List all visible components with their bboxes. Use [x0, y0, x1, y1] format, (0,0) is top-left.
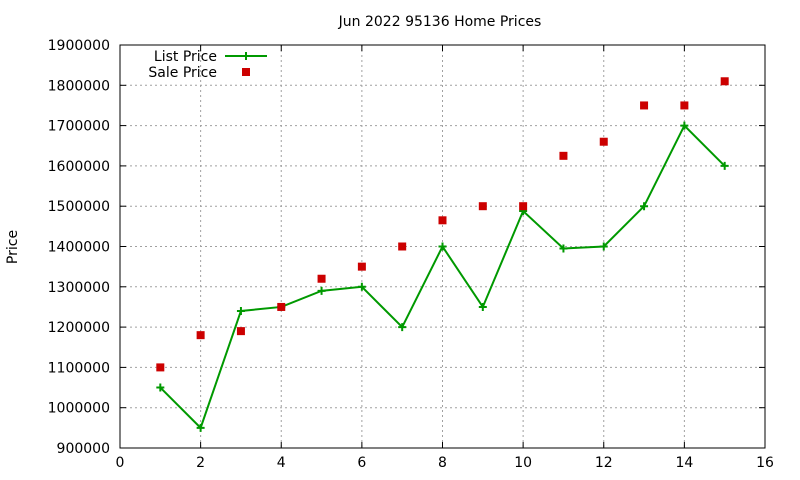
sale-price-point: [156, 363, 165, 372]
list-price-point: [438, 242, 447, 251]
series-sale-price: [156, 77, 729, 372]
sale-price-point: [519, 202, 528, 211]
list-price-point: [478, 302, 487, 311]
y-axis-tick-labels: 900000 1000000 1100000 1200000 1300000 140000…: [48, 38, 110, 457]
y-tick-label: 1500000: [48, 199, 110, 215]
legend-label: Sale Price: [148, 65, 217, 81]
sale-price-point: [680, 101, 689, 110]
axis-ticks: [119, 44, 766, 449]
list-price-point: [357, 282, 366, 291]
sale-price-point: [317, 274, 326, 283]
sale-price-point: [559, 151, 568, 160]
legend-square-marker: [242, 68, 250, 76]
x-tick-label: 2: [196, 455, 205, 471]
x-tick-label: 14: [675, 455, 693, 471]
legend-plus-marker: [242, 52, 250, 60]
y-tick-label: 1600000: [48, 159, 110, 175]
list-price-point: [236, 306, 245, 315]
y-tick-label: 1700000: [48, 119, 110, 135]
list-price-point: [559, 244, 568, 253]
y-tick-label: 1300000: [48, 280, 110, 296]
y-tick-label: 1400000: [48, 240, 110, 256]
list-price-point: [156, 383, 165, 392]
sale-price-point: [398, 242, 407, 251]
sale-price-point: [357, 262, 366, 271]
x-axis-tick-labels: 0 2 4 6 8 10 12 14 16: [116, 455, 774, 471]
y-tick-label: 1200000: [48, 320, 110, 336]
sale-price-point: [196, 331, 205, 340]
sale-price-point: [599, 137, 608, 146]
list-price-point: [599, 242, 608, 251]
y-tick-label: 900000: [57, 441, 110, 457]
y-tick-label: 1900000: [48, 38, 110, 54]
y-axis-label: Price: [5, 230, 21, 264]
x-tick-label: 8: [438, 455, 447, 471]
x-tick-label: 10: [514, 455, 532, 471]
x-tick-label: 0: [116, 455, 125, 471]
sale-price-point: [438, 216, 447, 225]
list-price-point: [196, 423, 205, 432]
list-price-point: [398, 323, 407, 332]
sale-price-point: [277, 302, 286, 311]
y-tick-label: 1100000: [48, 360, 110, 376]
list-price-point: [680, 121, 689, 130]
series-layer: [156, 77, 729, 432]
y-tick-label: 1000000: [48, 401, 110, 417]
x-tick-label: 16: [756, 455, 774, 471]
x-tick-label: 6: [357, 455, 366, 471]
list-price-point: [720, 161, 729, 170]
sale-price-point: [640, 101, 649, 110]
sale-price-point: [236, 327, 245, 336]
y-tick-label: 1800000: [48, 78, 110, 94]
series-list-price: [156, 121, 729, 432]
x-tick-label: 4: [277, 455, 286, 471]
list-price-point: [317, 286, 326, 295]
sale-price-point: [720, 77, 729, 86]
legend-label: List Price: [154, 49, 217, 65]
x-tick-label: 12: [595, 455, 613, 471]
sale-price-point: [478, 202, 487, 211]
list-price-point: [640, 202, 649, 211]
chart-title: Jun 2022 95136 Home Prices: [338, 14, 542, 30]
